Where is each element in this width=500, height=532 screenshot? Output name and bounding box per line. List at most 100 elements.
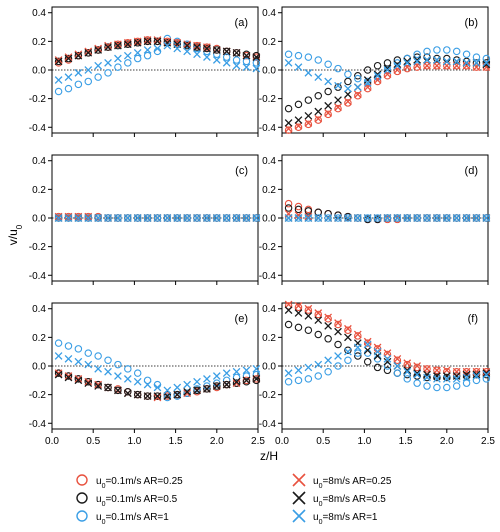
data-point (472, 370, 481, 379)
data-point (324, 313, 333, 322)
data-point (193, 377, 201, 386)
data-point (284, 126, 293, 134)
data-point (324, 214, 333, 222)
data-point (222, 58, 231, 67)
data-point (334, 362, 342, 370)
x-axis-title: z/H (260, 449, 278, 463)
data-point (64, 214, 73, 222)
data-point (183, 214, 191, 222)
data-point (114, 40, 122, 49)
data-point (363, 346, 372, 355)
data-point (383, 362, 392, 370)
data-point (393, 60, 402, 69)
legend-label: u0=0.1m/s AR=0.25 (96, 476, 183, 490)
y-tick-label: -0.4 (259, 271, 277, 282)
data-point (363, 76, 372, 84)
data-point (314, 73, 323, 82)
data-point (324, 77, 333, 86)
data-point (183, 380, 191, 389)
data-point (133, 48, 142, 57)
data-point (143, 392, 152, 400)
data-point (153, 393, 162, 402)
data-point (334, 352, 342, 360)
data-point (104, 383, 112, 392)
data-point (403, 214, 412, 222)
data-point (383, 214, 392, 222)
data-point (114, 214, 122, 222)
data-point (173, 38, 182, 47)
y-tick-label: -0.4 (259, 123, 277, 134)
data-point (163, 214, 172, 222)
data-point (482, 214, 491, 222)
data-point (54, 214, 63, 222)
data-point (383, 71, 392, 80)
data-point (84, 48, 93, 57)
x-tick-label: 0.5 (316, 436, 330, 447)
data-point (84, 49, 93, 57)
data-point (143, 51, 152, 60)
data-point (173, 383, 182, 392)
data-point (294, 51, 303, 60)
data-point (383, 66, 392, 74)
data-point (94, 380, 103, 389)
data-point (193, 50, 201, 59)
series-6 (54, 41, 261, 84)
data-point (403, 375, 411, 383)
series-3 (54, 339, 261, 402)
data-point (324, 110, 332, 119)
x-tick-label: 1.0 (127, 436, 141, 447)
data-point (354, 92, 362, 100)
data-point (452, 56, 461, 64)
data-point (212, 214, 221, 222)
data-point (324, 314, 332, 323)
data-point (284, 119, 293, 127)
x-tick-label: 2.0 (440, 436, 454, 447)
data-point (143, 46, 152, 54)
data-point (213, 46, 221, 54)
data-point (294, 100, 303, 109)
data-point (294, 205, 303, 214)
data-point (183, 40, 191, 49)
data-point (452, 47, 461, 56)
data-point (482, 54, 491, 63)
y-tick-label: -0.2 (259, 94, 277, 105)
data-point (482, 214, 491, 222)
data-point (334, 320, 342, 329)
data-point (114, 386, 122, 395)
data-point (314, 360, 323, 369)
data-point (284, 199, 293, 208)
data-point (74, 376, 83, 385)
data-point (193, 214, 201, 222)
data-point (452, 214, 461, 222)
data-point (393, 369, 402, 377)
data-point (324, 214, 332, 222)
data-point (423, 61, 431, 70)
data-point (334, 64, 342, 73)
data-point (383, 357, 392, 366)
data-point (84, 77, 93, 86)
y-tick-label: -0.4 (29, 271, 47, 282)
legend-label: u0=0.1m/s AR=1 (96, 512, 169, 526)
series-3 (54, 214, 261, 222)
legend-item: u0=8m/s AR=0.25 (292, 473, 392, 490)
y-tick-label: 0.4 (262, 8, 276, 19)
data-point (213, 214, 221, 222)
data-point (452, 57, 461, 66)
data-point (284, 300, 293, 309)
data-point (232, 214, 241, 222)
data-point (462, 214, 471, 222)
data-point (123, 38, 132, 47)
data-point (403, 58, 412, 67)
data-point (74, 50, 83, 59)
data-point (442, 214, 451, 222)
data-point (64, 354, 73, 363)
y-tick-label: 0.0 (32, 362, 46, 373)
data-point (104, 41, 112, 50)
data-point (222, 53, 231, 61)
data-point (294, 323, 303, 332)
data-point (442, 375, 451, 383)
data-point (433, 46, 441, 54)
data-point (173, 214, 181, 222)
panel-label: (a) (235, 17, 248, 29)
